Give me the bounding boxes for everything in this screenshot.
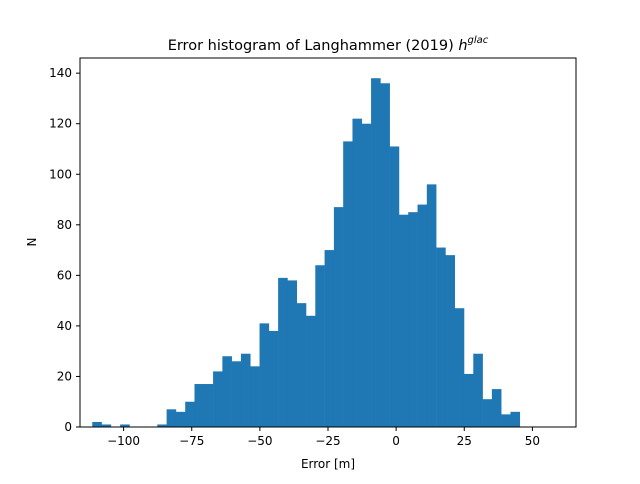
histogram-bar [101,424,112,427]
x-tick-label: 50 [525,434,540,448]
histogram-bar [371,78,381,427]
y-tick-label: 20 [57,369,72,383]
x-tick-label: −50 [247,434,272,448]
histogram-bar [287,280,298,427]
y-tick-label: 0 [64,420,72,434]
histogram-bar [417,204,428,427]
histogram-bar [203,384,214,427]
histogram-bar [222,356,232,427]
chart-title: Error histogram of Langhammer (2019) hgl… [168,35,489,54]
y-axis-ticks: 0 20 40 60 80 100 120 140 [49,66,80,434]
x-tick-label: 25 [457,434,472,448]
chart-title-text: Error histogram of Langhammer (2019) [168,38,459,54]
histogram-bar [389,146,400,427]
histogram-bar [194,384,205,427]
histogram-bar [231,361,242,427]
y-axis-label: N [25,238,39,247]
x-tick-label: −25 [315,434,340,448]
histogram-bar [426,184,437,427]
histogram-bar [343,141,353,427]
y-tick-label: 80 [57,218,72,232]
histogram-bar [436,247,446,427]
x-axis-ticks: −100 −75 −50 −25 0 25 50 [107,427,540,448]
histogram-bar [175,411,186,427]
chart-title-math: h [458,38,467,54]
histogram-bar [352,118,363,427]
histogram-bar [482,399,493,427]
x-axis-label: Error [m] [301,457,355,471]
y-tick-label: 140 [49,66,72,80]
histogram-bar [268,330,279,427]
x-tick-label: 0 [392,434,400,448]
histogram-bar [510,411,521,427]
histogram-bar [463,373,474,427]
histogram-bars [92,78,521,428]
histogram-bar [408,212,418,427]
histogram-bar [92,421,102,427]
histogram-bar [278,277,288,427]
histogram-bar [380,83,390,428]
histogram-bar [333,207,344,427]
histogram-bar [398,214,409,427]
y-tick-label: 60 [57,268,72,282]
histogram-bar [157,424,167,427]
histogram-bar [259,323,270,427]
histogram-bar [166,409,177,427]
y-tick-label: 40 [57,319,72,333]
histogram-bar [315,265,325,427]
histogram-bar [501,414,511,427]
histogram-bar [324,250,335,427]
histogram-bar [250,366,260,427]
chart-title-superscript: glac [468,35,489,46]
histogram-bar [491,389,502,427]
histogram-bar [473,353,483,427]
histogram-bar [454,308,465,427]
y-tick-label: 120 [49,117,72,131]
histogram-bar [120,424,130,427]
histogram-bar [296,303,307,427]
x-tick-label: −100 [107,434,140,448]
histogram-bar [240,353,251,427]
histogram-bar [445,255,455,427]
histogram-bar [306,315,316,427]
histogram-bar [361,123,372,428]
histogram-bar [213,371,223,427]
histogram-bar [185,401,195,427]
x-tick-label: −75 [179,434,204,448]
y-tick-label: 100 [49,167,72,181]
